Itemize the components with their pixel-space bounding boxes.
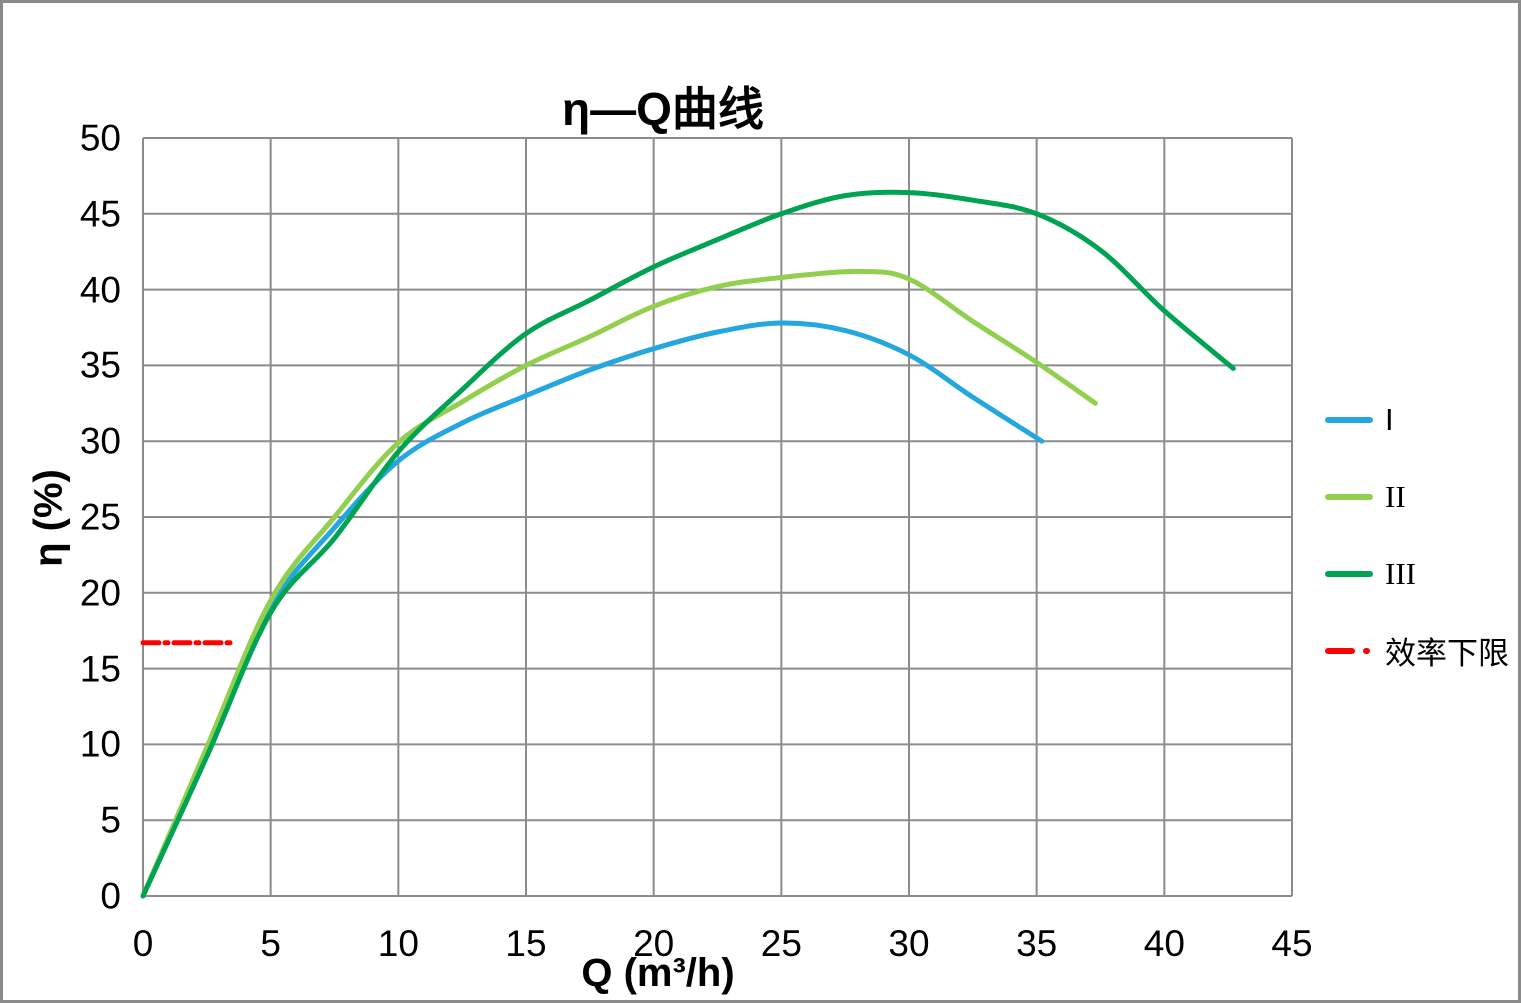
- plot-area: [140, 137, 1293, 899]
- x-tick-label: 35: [1016, 923, 1058, 964]
- legend-key-series-1-icon: [1325, 416, 1373, 423]
- y-tick-label: 10: [79, 723, 121, 765]
- x-tick-label: 10: [377, 923, 419, 964]
- series-line-2: [140, 268, 1098, 899]
- y-tick-label: 0: [100, 875, 121, 917]
- x-axis-label: Q (m³/h): [581, 951, 735, 995]
- legend-item-series-3: III: [1325, 535, 1509, 612]
- y-tick-label: 15: [79, 648, 121, 690]
- x-tick-label: 40: [1143, 923, 1185, 964]
- x-tick-label: 25: [760, 923, 802, 964]
- x-tick-label: 20: [633, 923, 675, 964]
- legend-label-series-2: II: [1385, 478, 1406, 514]
- legend-label-series-1: I: [1385, 401, 1394, 437]
- x-tick-label: 5: [260, 923, 281, 964]
- series-line-3: [140, 189, 1236, 899]
- y-tick-label: 50: [79, 117, 121, 159]
- legend-label-efficiency-limit: 效率下限: [1385, 636, 1509, 671]
- x-tick-label: 15: [505, 923, 547, 964]
- legend-key-series-2-icon: [1325, 493, 1373, 500]
- legend-item-efficiency-limit: 效率下限: [1325, 612, 1509, 689]
- y-tick-label: 45: [79, 193, 121, 235]
- x-tick-label: 30: [888, 923, 930, 964]
- legend-item-series-2: II: [1325, 458, 1509, 535]
- series-line-1: [140, 320, 1045, 899]
- y-tick-label: 25: [79, 496, 121, 538]
- legend-key-series-3-icon: [1325, 570, 1373, 577]
- chart-title: η—Q曲线: [562, 83, 764, 135]
- legend-label-series-3: III: [1385, 555, 1416, 591]
- legend-item-series-1: I: [1325, 381, 1509, 458]
- y-tick-label: 20: [79, 572, 121, 614]
- legend: I II III 效率下限: [1325, 381, 1509, 689]
- x-tick-label: 45: [1271, 923, 1313, 964]
- y-tick-label: 40: [79, 269, 121, 311]
- y-tick-label: 35: [79, 344, 121, 386]
- legend-key-efficiency-limit-icon: [1325, 647, 1373, 654]
- y-tick-label: 5: [100, 799, 121, 841]
- y-tick-label: 30: [79, 420, 121, 462]
- x-tick-label: 0: [132, 923, 154, 964]
